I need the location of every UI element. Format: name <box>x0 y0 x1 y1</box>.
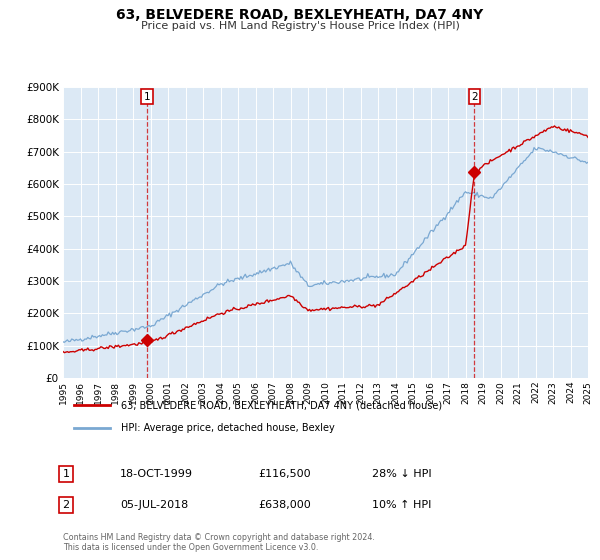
Text: £638,000: £638,000 <box>258 500 311 510</box>
Text: 63, BELVEDERE ROAD, BEXLEYHEATH, DA7 4NY: 63, BELVEDERE ROAD, BEXLEYHEATH, DA7 4NY <box>116 8 484 22</box>
Text: 10% ↑ HPI: 10% ↑ HPI <box>372 500 431 510</box>
Text: 18-OCT-1999: 18-OCT-1999 <box>120 469 193 479</box>
Text: Contains HM Land Registry data © Crown copyright and database right 2024.: Contains HM Land Registry data © Crown c… <box>63 533 375 542</box>
Text: HPI: Average price, detached house, Bexley: HPI: Average price, detached house, Bexl… <box>121 423 335 433</box>
Text: 1: 1 <box>143 91 151 101</box>
Text: 63, BELVEDERE ROAD, BEXLEYHEATH, DA7 4NY (detached house): 63, BELVEDERE ROAD, BEXLEYHEATH, DA7 4NY… <box>121 400 442 410</box>
Text: This data is licensed under the Open Government Licence v3.0.: This data is licensed under the Open Gov… <box>63 543 319 552</box>
Text: 2: 2 <box>471 91 478 101</box>
Text: 2: 2 <box>62 500 70 510</box>
Text: 05-JUL-2018: 05-JUL-2018 <box>120 500 188 510</box>
Text: 28% ↓ HPI: 28% ↓ HPI <box>372 469 431 479</box>
Text: Price paid vs. HM Land Registry's House Price Index (HPI): Price paid vs. HM Land Registry's House … <box>140 21 460 31</box>
Text: £116,500: £116,500 <box>258 469 311 479</box>
Text: 1: 1 <box>62 469 70 479</box>
